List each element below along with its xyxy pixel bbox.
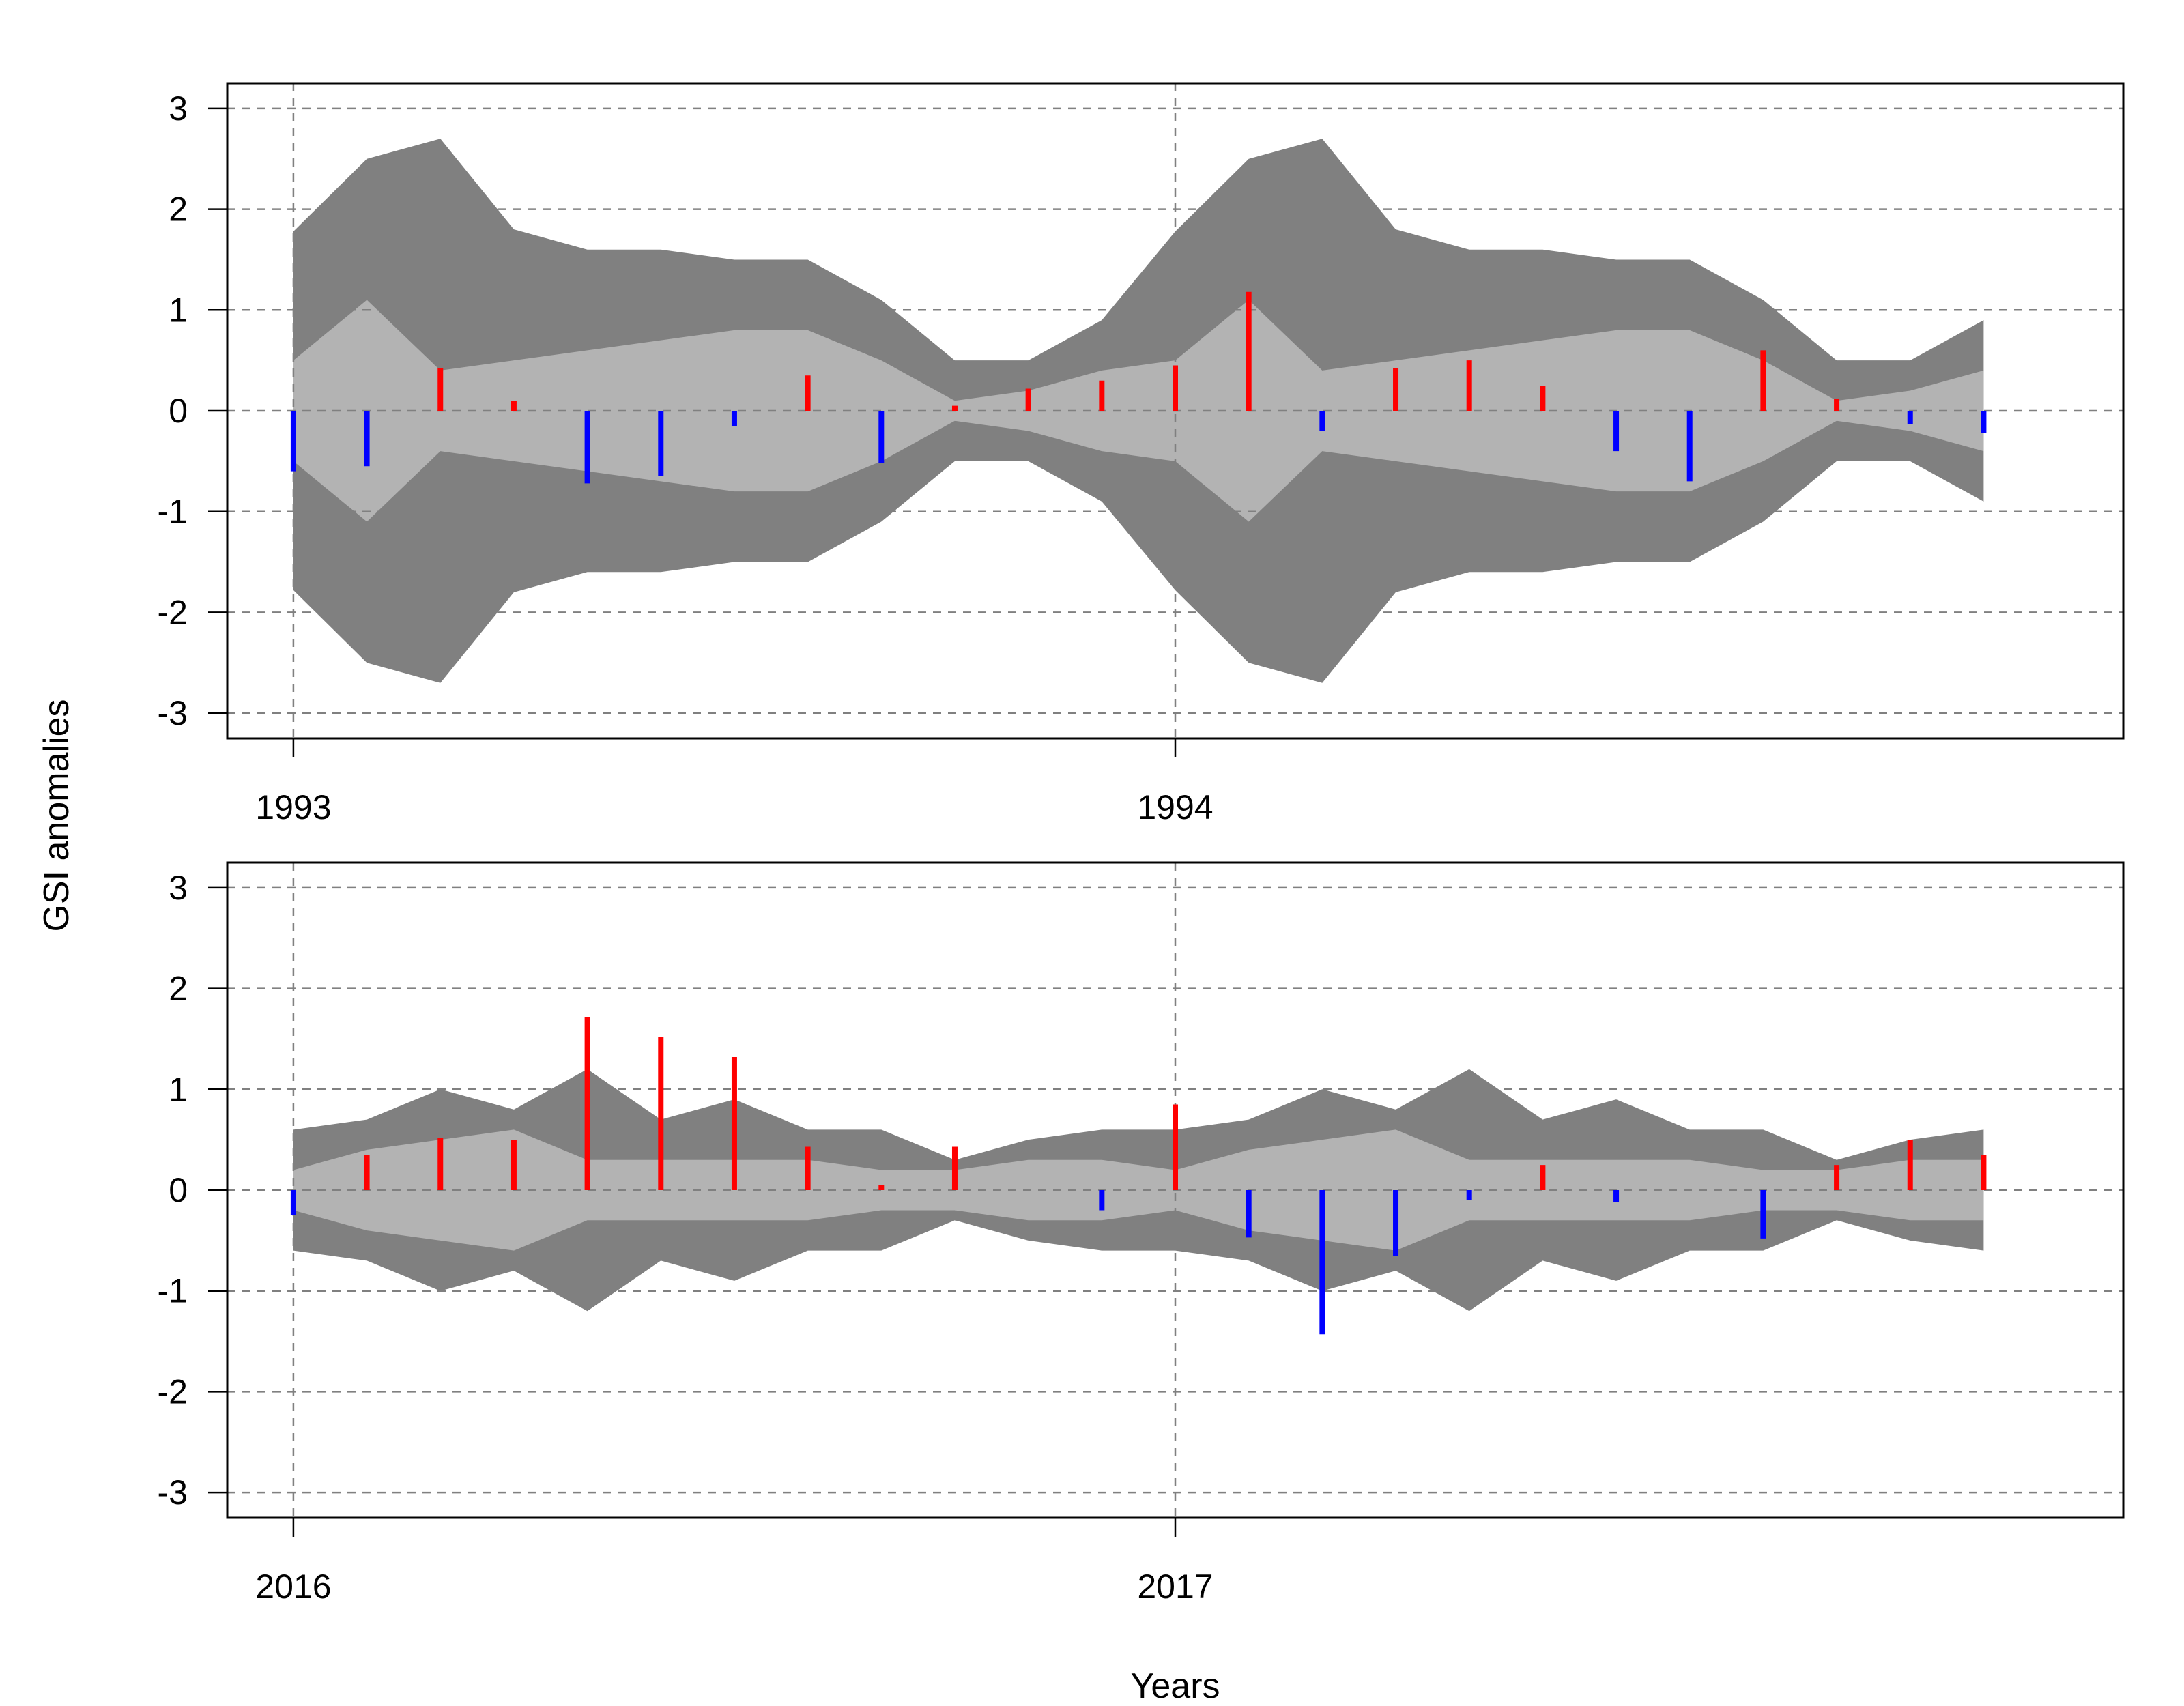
y-tick-label: -2	[158, 593, 188, 631]
y-tick-label: 1	[169, 291, 188, 329]
y-tick-label: 3	[169, 89, 188, 128]
y-tick-label: 2	[169, 190, 188, 229]
year-label: 1993	[255, 788, 331, 826]
y-tick-label: 0	[169, 1171, 188, 1209]
panel-bottom: -3 -2 -1 0 1 2 3 2016 2017	[158, 861, 2125, 1606]
year-label: 2017	[1137, 1567, 1213, 1606]
plot-frame	[226, 82, 2125, 740]
y-tick-label: 1	[169, 1070, 188, 1108]
year-label: 2016	[255, 1567, 331, 1606]
y-axis-title: GSI anomalies	[37, 699, 76, 931]
y-tick-label: 2	[169, 970, 188, 1008]
panel-top: -3 -2 -1 0 1 2 3 1993 1994	[158, 82, 2125, 826]
y-tick-label: -2	[158, 1372, 188, 1411]
y-tick-label: 3	[169, 869, 188, 907]
x-axis-title: Years	[1130, 1666, 1220, 1706]
plot-frame	[226, 861, 2125, 1519]
inner-band	[293, 300, 1984, 522]
inner-band	[293, 1129, 1984, 1251]
y-tick-label: -3	[158, 694, 188, 732]
y-tick-label: -1	[158, 1272, 188, 1310]
y-tick-label: -3	[158, 1473, 188, 1512]
year-label: 1994	[1137, 788, 1213, 826]
y-tick-label: 0	[169, 392, 188, 430]
y-tick-label: -1	[158, 493, 188, 531]
